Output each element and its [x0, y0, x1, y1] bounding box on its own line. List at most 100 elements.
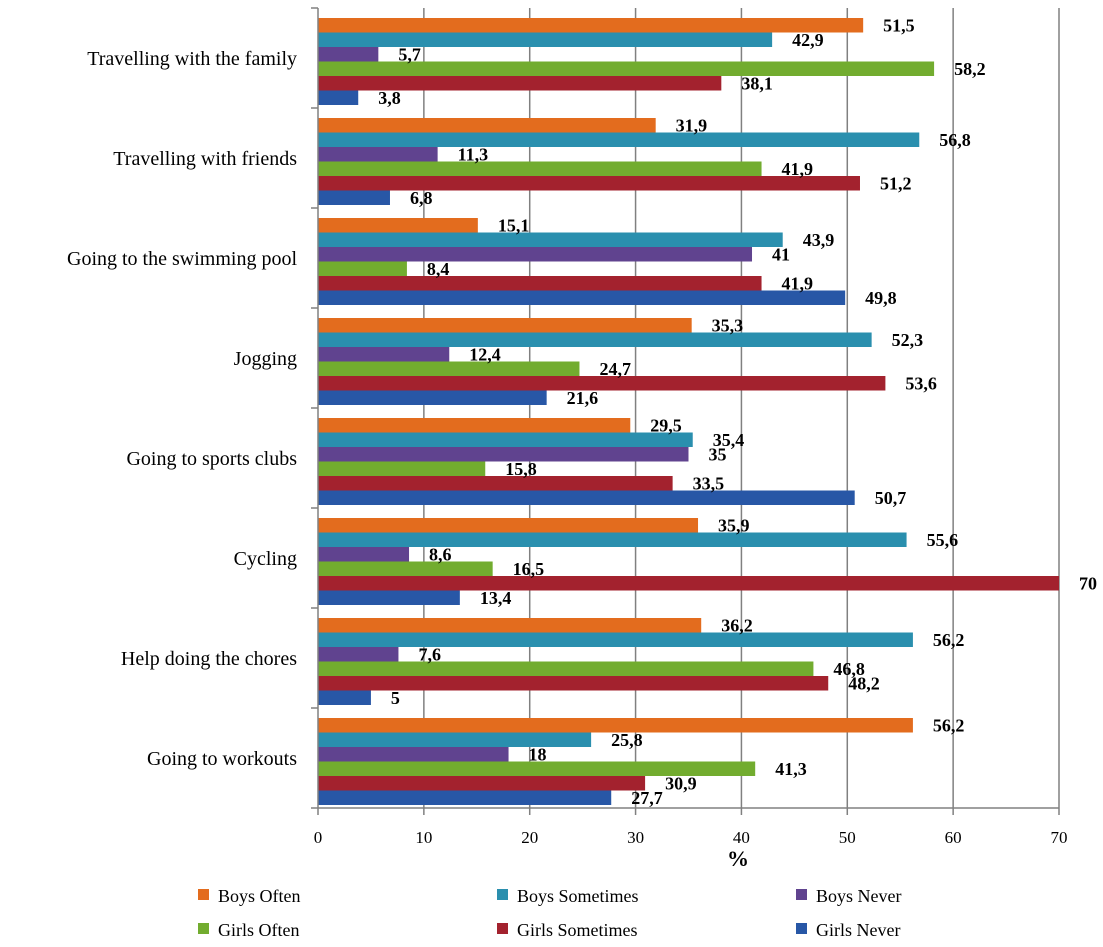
bar [318, 132, 920, 147]
bar [318, 576, 1059, 591]
category-label: Help doing the chores [121, 648, 297, 670]
bar [318, 590, 460, 605]
bar [318, 561, 493, 576]
bar [318, 776, 646, 791]
x-axis-label: % [727, 846, 749, 871]
data-label: 55,6 [927, 530, 959, 550]
data-label: 41 [772, 244, 790, 264]
data-label: 58,2 [954, 59, 986, 79]
bar [318, 547, 410, 562]
x-tick-label: 70 [1051, 828, 1068, 847]
data-label: 52,3 [892, 330, 924, 350]
bars [318, 18, 1059, 805]
value-labels: 51,542,95,758,238,13,831,956,811,341,951… [378, 15, 1097, 808]
bar [318, 118, 656, 133]
data-label: 15,8 [505, 459, 537, 479]
legend-swatch [198, 889, 209, 900]
x-tick-label: 10 [415, 828, 432, 847]
bar [318, 347, 450, 362]
data-label: 29,5 [650, 415, 682, 435]
data-label: 53,6 [905, 373, 937, 393]
data-label: 42,9 [792, 30, 824, 50]
legend-label: Girls Often [218, 920, 299, 940]
bar [318, 532, 907, 547]
data-label: 8,6 [429, 544, 452, 564]
bar [318, 176, 860, 191]
data-label: 11,3 [458, 144, 489, 164]
legend-label: Boys Sometimes [517, 886, 639, 906]
bar [318, 32, 773, 47]
legend-swatch [796, 923, 807, 934]
data-label: 35 [709, 444, 727, 464]
data-label: 5,7 [398, 44, 421, 64]
data-label: 41,3 [775, 759, 807, 779]
bar [318, 790, 612, 805]
bar [318, 647, 399, 662]
bar [318, 490, 855, 505]
bar [318, 447, 689, 462]
data-label: 50,7 [875, 488, 907, 508]
bar [318, 261, 407, 276]
category-labels: Travelling with the family Travelling wit… [67, 48, 297, 770]
data-label: 56,2 [933, 715, 965, 735]
category-label: Going to the swimming pool [67, 248, 297, 270]
legend-swatch [497, 923, 508, 934]
data-label: 12,4 [469, 344, 501, 364]
data-label: 3,8 [378, 88, 401, 108]
category-label: Cycling [234, 548, 297, 570]
data-label: 56,2 [933, 630, 965, 650]
bar [318, 690, 371, 705]
x-tick-label: 60 [945, 828, 962, 847]
bar [318, 332, 872, 347]
data-label: 8,4 [427, 259, 450, 279]
data-label: 41,9 [782, 273, 814, 293]
x-axis: 0 10 20 30 40 50 60 70 [311, 7, 1068, 847]
bar [318, 361, 580, 376]
category-label: Travelling with friends [113, 148, 297, 170]
legend-label: Boys Never [816, 886, 901, 906]
x-tick-label: 30 [627, 828, 644, 847]
bar [318, 632, 913, 647]
data-label: 30,9 [665, 773, 697, 793]
data-label: 16,5 [513, 559, 545, 579]
data-label: 24,7 [599, 359, 631, 379]
bar [318, 47, 379, 62]
data-label: 25,8 [611, 730, 643, 750]
x-tick-label: 50 [839, 828, 856, 847]
bar [318, 61, 935, 76]
data-label: 35,3 [712, 315, 744, 335]
bar [318, 618, 702, 633]
legend-label: Boys Often [218, 886, 301, 906]
data-label: 36,2 [721, 615, 753, 635]
category-label: Going to sports clubs [126, 448, 297, 470]
bar [318, 418, 631, 433]
bar [318, 18, 864, 33]
category-label: Jogging [234, 348, 297, 370]
data-label: 21,6 [567, 388, 599, 408]
bar [318, 718, 913, 733]
x-tick-label: 0 [314, 828, 323, 847]
legend-swatch [198, 923, 209, 934]
data-label: 31,9 [676, 115, 708, 135]
bar [318, 518, 699, 533]
bar [318, 461, 486, 476]
category-label: Going to workouts [147, 748, 297, 770]
data-label: 6,8 [410, 188, 433, 208]
bar [318, 90, 359, 105]
bar [318, 290, 846, 305]
data-label: 49,8 [865, 288, 897, 308]
data-label: 43,9 [803, 230, 835, 250]
bar [318, 390, 547, 405]
data-label: 33,5 [693, 473, 725, 493]
bar [318, 747, 509, 762]
x-tick-label: 40 [733, 828, 750, 847]
data-label: 70 [1079, 573, 1097, 593]
data-label: 13,4 [480, 588, 512, 608]
data-label: 51,2 [880, 173, 912, 193]
data-label: 27,7 [631, 788, 663, 808]
bar [318, 232, 783, 247]
bar [318, 432, 693, 447]
legend: Boys Often Boys Sometimes Boys Never Girls … [198, 886, 901, 940]
data-label: 41,9 [782, 159, 814, 179]
